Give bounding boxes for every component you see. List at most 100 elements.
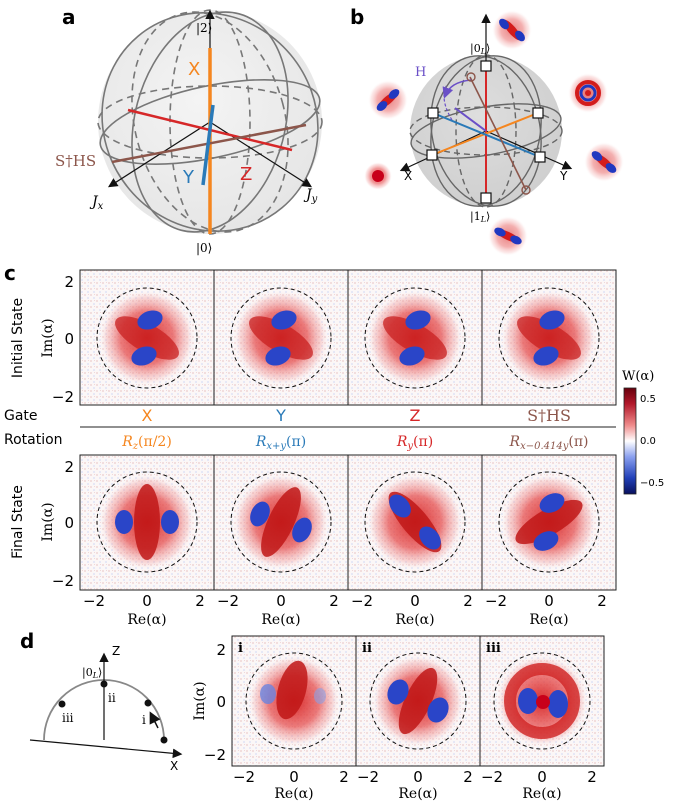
final-plot-z [364,471,466,573]
svg-text:Re(α): Re(α) [398,786,437,802]
svg-text:0: 0 [413,768,423,786]
svg-text:0: 0 [142,592,152,610]
label-x-a: X [188,59,200,80]
final-plot-shs [498,471,600,573]
marker-xneg [532,107,544,119]
initial-plot-3 [364,287,466,389]
svg-text:−2: −2 [485,592,507,610]
svg-text:0: 0 [537,768,547,786]
panel-a-letter: a [62,5,76,29]
point-i [144,699,152,707]
svg-text:2: 2 [597,592,607,610]
label-z-a: Z [240,164,252,185]
row-label-initial: Initial State [10,298,26,378]
yticks-initial: 2 0 −2 [52,273,74,406]
svg-text:2: 2 [587,768,597,786]
panel-c-letter: c [4,261,16,285]
axis-jy [209,121,313,188]
thumb-top [492,10,532,50]
initial-plot-2 [230,287,332,389]
svg-text:−2: −2 [233,768,255,786]
meridian-a2 [131,11,289,233]
label-ket2: |2⟩ [196,21,212,35]
h-line-b [454,107,487,132]
svg-text:−2: −2 [481,768,503,786]
d-plot-ii: ii [362,641,467,750]
marker-x [426,149,438,161]
label-x-b: X [404,169,412,183]
h-rotation-arrow [442,79,472,99]
xticks-d: −2 0 2 −2 0 2 −2 0 2 [233,768,597,786]
svg-text:−2: −2 [52,388,74,406]
rotation-z: Ry(π) [396,434,433,452]
svg-text:2: 2 [339,768,349,786]
svg-text:Re(α): Re(α) [261,612,300,628]
label-jx: Jx [89,194,104,212]
label-iii-d: iii [62,711,74,725]
rotation-shs: Rx−0.414y(π) [509,434,589,452]
ylabel-initial: Im(α) [40,318,56,357]
d-plot-iii: iii [486,641,591,750]
panel-c: c [4,261,664,628]
d-plot-i: i [238,641,343,750]
xlabels-c: Re(α) Re(α) Re(α) Re(α) [127,612,568,628]
panel-d: d Z X |0L⟩ ii i iii i [20,629,605,802]
svg-text:2: 2 [216,641,226,659]
gate-x: X [142,406,153,425]
yticks-final: 2 0 −2 [52,458,74,590]
panel-a: a |2⟩ |0⟩ X Y Z S†HS Jx Jy [55,5,323,255]
svg-text:Re(α): Re(α) [395,612,434,628]
gate-labels: X Y Z S†HS [142,406,571,425]
marker-yneg [427,107,439,119]
marker-1L [480,192,492,204]
label-0L-d: |0L⟩ [82,666,102,680]
shs-line-b [469,76,527,191]
marker-shs-bottom [521,185,531,195]
svg-text:0: 0 [544,592,554,610]
panel-b-letter: b [350,5,364,29]
meridian-b2 [430,55,542,207]
svg-text:0.5: 0.5 [640,394,656,405]
svg-text:−2: −2 [357,768,379,786]
label-y-b: Y [559,169,568,183]
final-plot-x [96,471,198,573]
y-line-b [432,112,541,158]
label-z-d: Z [112,644,120,658]
thumb-right-lower [584,142,624,182]
label-x-d: X [170,759,178,773]
rotation-arrow-d [149,711,161,729]
label-jy: Jy [303,187,318,205]
label-y-a: Y [182,167,195,188]
gate-row-label: Gate [4,408,38,424]
svg-text:0: 0 [216,693,226,711]
svg-text:2: 2 [463,768,473,786]
label-ket0: |0⟩ [196,241,212,255]
svg-text:−2: −2 [351,592,373,610]
svg-text:2: 2 [64,273,74,291]
panel-d-letter: d [20,629,34,653]
svg-text:2: 2 [195,592,205,610]
svg-text:0: 0 [64,514,74,532]
xlabels-d: Re(α) Re(α) Re(α) [274,786,561,802]
rotation-row-label: Rotation [4,432,63,448]
ylabel-final: Im(α) [40,502,56,541]
thumb-left [368,80,408,120]
xticks-c: −2 0 2 −2 0 2 −2 0 2 −2 0 2 [83,592,607,610]
tilted-circle-b [410,103,562,159]
meridian-b1 [430,55,542,207]
svg-text:i: i [238,641,243,656]
label-ii-d: ii [108,691,116,705]
ylabel-d: Im(α) [192,681,208,720]
meridian-a3 [101,12,319,232]
svg-text:2: 2 [329,592,339,610]
svg-text:iii: iii [486,641,501,656]
x-axis-d [29,739,183,759]
svg-text:0: 0 [64,330,74,348]
svg-text:0: 0 [276,592,286,610]
marker-shs-top [466,72,476,82]
svg-text:0: 0 [289,768,299,786]
rotation-y: Rx+y(π) [255,434,306,452]
svg-text:−2: −2 [204,746,226,764]
point-iii [58,700,66,708]
